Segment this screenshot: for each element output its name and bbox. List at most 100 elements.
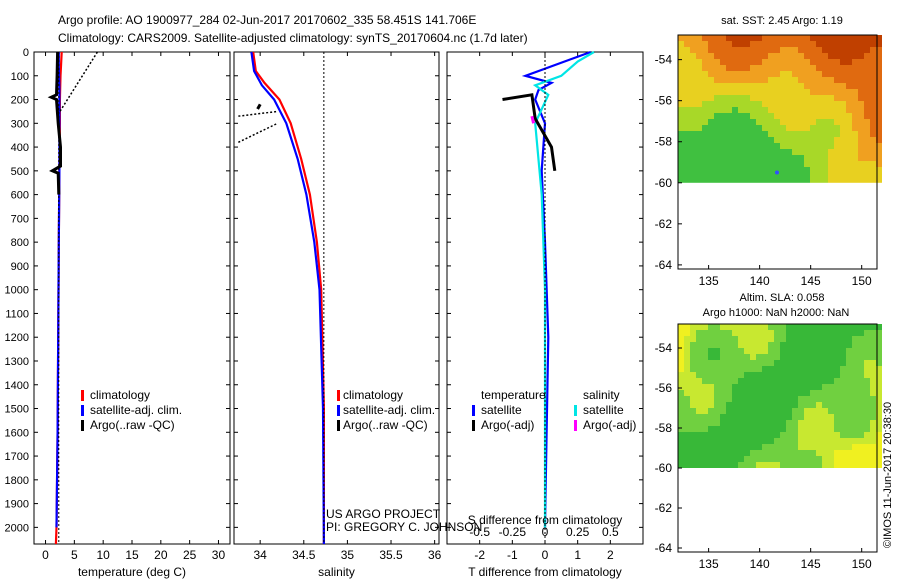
map-cell [786,372,792,378]
map-cell [876,354,882,360]
map-cell [792,396,798,402]
map-cell [876,119,882,125]
map-cell [798,438,804,444]
map-cell [696,161,702,167]
map-cell [726,89,732,95]
map-cell [756,131,762,137]
map-cell [822,402,828,408]
map-cell [690,107,696,113]
map-cell [840,173,846,179]
map-cell [816,173,822,179]
x-tick-label: 10 [96,548,110,562]
map-cell [852,83,858,89]
y-tick-label: 1100 [5,308,29,320]
map-cell [768,342,774,348]
map-cell [804,366,810,372]
map-cell [876,47,882,53]
map-cell [780,378,786,384]
map-cell [684,444,690,450]
map-cell [780,77,786,83]
map-cell [762,179,768,183]
map-cell [714,462,720,468]
map-cell [744,324,750,330]
map-cell [792,125,798,131]
map-cell [780,324,786,330]
map-cell [726,101,732,107]
map-cell [726,396,732,402]
map-cell [876,390,882,396]
map-cell [816,342,822,348]
map-cell [756,107,762,113]
map-cell [870,83,876,89]
map-cell [750,41,756,47]
map-cell [696,77,702,83]
map-cell [774,408,780,414]
legend-swatch [81,390,84,401]
map-cell [690,65,696,71]
map-cell [786,101,792,107]
map-cell [756,161,762,167]
map-cell [762,59,768,65]
map-cell [816,456,822,462]
map-cell [714,35,720,41]
map-cell [702,444,708,450]
map-cell [732,426,738,432]
legend-swatch [574,405,577,416]
map-cell [756,95,762,101]
map-cell [828,89,834,95]
map-cell [732,420,738,426]
map-cell [876,149,882,155]
map-cell [804,456,810,462]
map-cell [750,354,756,360]
map-cell [774,59,780,65]
map-cell [750,450,756,456]
map-cell [828,438,834,444]
map-cell [744,378,750,384]
map-cell [852,101,858,107]
map-cell [756,179,762,183]
map-cell [876,113,882,119]
map-cell [852,360,858,366]
map-cell [756,53,762,59]
map-cell [678,35,684,41]
map-cell [804,137,810,143]
map-cell [786,408,792,414]
map-cell [756,414,762,420]
map-cell [702,324,708,330]
map-cell [840,35,846,41]
map-cell [834,83,840,89]
x2-tick-label: 0.5 [602,525,619,539]
map-cell [810,462,816,468]
map-cell [864,95,870,101]
map-cell [870,53,876,59]
map-cell [726,324,732,330]
map-cell [786,324,792,330]
map-cell [762,89,768,95]
map-cell [822,113,828,119]
map-cell [738,41,744,47]
map-cell [714,107,720,113]
map-cell [864,71,870,77]
map-cell [678,324,684,330]
map-cell [714,179,720,183]
map-cell [786,77,792,83]
map-cell [810,348,816,354]
map-cell [714,432,720,438]
map-cell [696,83,702,89]
map-cell [768,119,774,125]
map-cell [840,384,846,390]
map-cell [876,378,882,384]
map-cell [804,113,810,119]
map-cell [750,384,756,390]
map-cell [798,378,804,384]
map-cell [678,360,684,366]
map-cell [852,324,858,330]
map-cell [846,426,852,432]
map-cell [816,324,822,330]
map-cell [798,113,804,119]
map-cell [726,161,732,167]
map-cell [732,125,738,131]
map-cell [804,89,810,95]
map-cell [690,59,696,65]
map-cell [750,173,756,179]
